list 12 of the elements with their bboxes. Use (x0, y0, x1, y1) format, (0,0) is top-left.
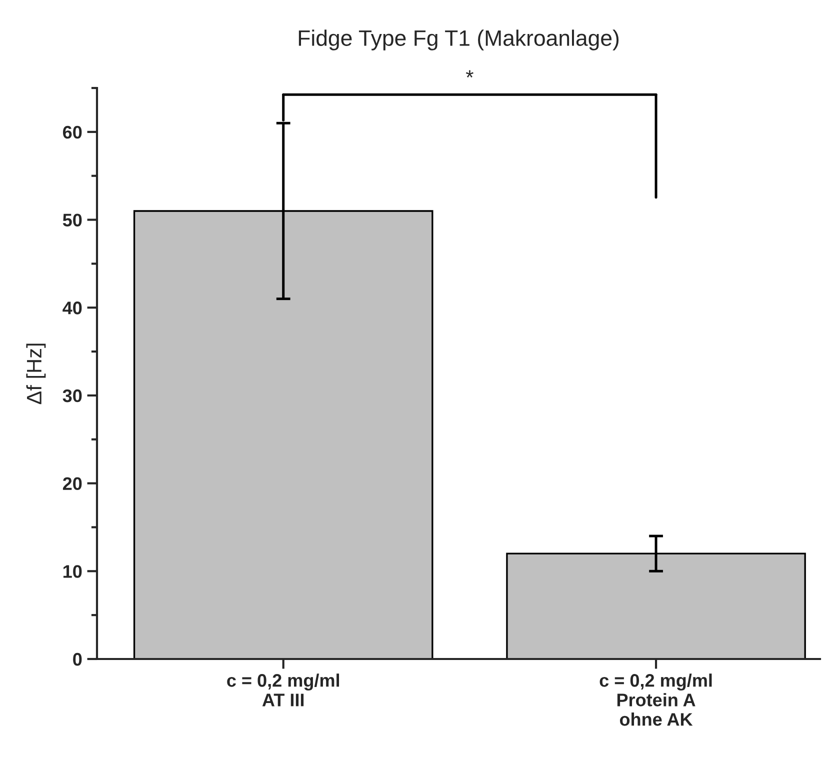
y-tick-label: 40 (62, 302, 82, 314)
y-tick-label: 0 (73, 652, 82, 666)
y-tick-label: 30 (62, 389, 82, 402)
y-tick-label: 60 (62, 126, 82, 139)
x-tick-label: c = 0,2 mg/ml AT III (227, 674, 340, 706)
chart-title: Fidge Type Fg T1 (Makroanlage) (298, 30, 619, 50)
x-tick-label: c = 0,2 mg/ml Protein A ohne AK (600, 674, 712, 726)
text: * (466, 70, 474, 78)
y-tick-label: 20 (62, 477, 82, 490)
y-tick-label: 10 (63, 565, 82, 578)
y-tick-label: 50 (62, 214, 82, 226)
y-axis-title: Δf [Hz] (26, 344, 46, 404)
